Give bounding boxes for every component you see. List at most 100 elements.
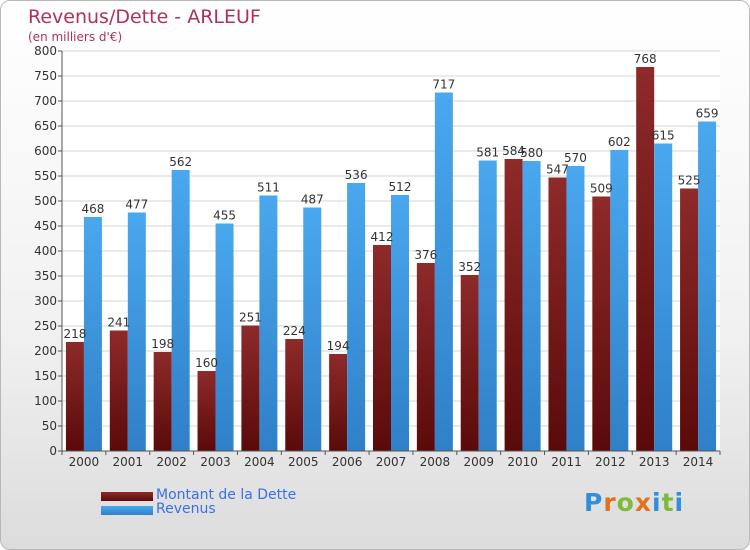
data-label-revenus: 512 bbox=[389, 180, 412, 194]
y-tick-label: 250 bbox=[34, 319, 57, 333]
y-tick-label: 400 bbox=[34, 244, 57, 258]
data-label-dette: 160 bbox=[195, 356, 218, 370]
y-tick-label: 700 bbox=[34, 94, 57, 108]
x-tick-label: 2013 bbox=[639, 455, 670, 469]
data-label-dette: 198 bbox=[151, 337, 174, 351]
bar-dette bbox=[197, 371, 216, 451]
bar-revenus bbox=[478, 160, 497, 451]
data-label-dette: 547 bbox=[546, 163, 569, 177]
bar-dette bbox=[548, 177, 567, 451]
bar-dette bbox=[460, 275, 479, 451]
bar-dette bbox=[373, 245, 391, 451]
x-tick-label: 2014 bbox=[683, 455, 714, 469]
bar-revenus bbox=[610, 150, 629, 451]
y-tick-label: 350 bbox=[34, 269, 57, 283]
data-label-dette: 768 bbox=[634, 52, 657, 66]
data-label-dette: 241 bbox=[107, 316, 130, 330]
x-tick-label: 2008 bbox=[420, 455, 451, 469]
x-tick-label: 2009 bbox=[463, 455, 494, 469]
bar-revenus bbox=[566, 166, 585, 451]
data-label-dette: 412 bbox=[371, 230, 394, 244]
data-label-dette: 218 bbox=[63, 327, 86, 341]
x-tick-label: 2010 bbox=[507, 455, 538, 469]
data-label-revenus: 602 bbox=[608, 135, 631, 149]
data-label-revenus: 570 bbox=[564, 151, 587, 165]
y-tick-label: 600 bbox=[34, 144, 57, 158]
bar-dette bbox=[636, 67, 655, 451]
bar-revenus bbox=[83, 217, 102, 451]
y-tick-label: 800 bbox=[34, 44, 57, 58]
bar-dette bbox=[329, 354, 348, 451]
x-tick-label: 2011 bbox=[551, 455, 582, 469]
x-tick-label: 2002 bbox=[156, 455, 187, 469]
bar-dette bbox=[285, 339, 304, 451]
bar-revenus bbox=[522, 161, 541, 451]
data-label-revenus: 536 bbox=[345, 168, 368, 182]
data-label-revenus: 477 bbox=[125, 198, 148, 212]
bar-revenus bbox=[654, 143, 673, 451]
bar-revenus bbox=[259, 195, 278, 451]
x-tick-label: 2000 bbox=[69, 455, 100, 469]
bar-dette bbox=[680, 188, 699, 451]
bar-dette bbox=[153, 352, 172, 451]
bar-dette bbox=[416, 263, 435, 451]
chart-subtitle: (en milliers d'€) bbox=[28, 30, 123, 44]
chart-title: Revenus/Dette - ARLEUF bbox=[28, 6, 261, 28]
data-label-dette: 224 bbox=[283, 324, 306, 338]
data-label-revenus: 468 bbox=[81, 202, 104, 216]
x-tick-label: 2012 bbox=[595, 455, 626, 469]
x-tick-label: 2001 bbox=[113, 455, 144, 469]
data-label-dette: 376 bbox=[414, 248, 437, 262]
bar-revenus bbox=[698, 121, 717, 451]
bar-dette bbox=[65, 342, 84, 451]
y-tick-label: 750 bbox=[34, 69, 57, 83]
data-label-revenus: 581 bbox=[476, 146, 499, 160]
data-label-revenus: 487 bbox=[301, 193, 324, 207]
y-tick-label: 450 bbox=[34, 219, 57, 233]
legend-swatch-dette bbox=[101, 492, 153, 501]
data-label-revenus: 455 bbox=[213, 209, 236, 223]
x-tick-label: 2003 bbox=[200, 455, 231, 469]
data-label-revenus: 615 bbox=[652, 129, 675, 143]
y-tick-label: 550 bbox=[34, 169, 57, 183]
x-tick-label: 2006 bbox=[332, 455, 363, 469]
bar-revenus bbox=[171, 170, 190, 451]
bar-revenus bbox=[127, 212, 146, 451]
bar-dette bbox=[592, 196, 611, 451]
data-label-dette: 509 bbox=[590, 182, 613, 196]
y-tick-label: 200 bbox=[34, 344, 57, 358]
bar-revenus bbox=[391, 195, 409, 451]
legend-label-dette: Montant de la Dette bbox=[156, 487, 297, 503]
bar-dette bbox=[504, 159, 523, 451]
y-tick-label: 500 bbox=[34, 194, 57, 208]
data-label-dette: 194 bbox=[327, 339, 350, 353]
y-tick-label: 0 bbox=[49, 444, 57, 458]
data-label-revenus: 717 bbox=[432, 78, 455, 92]
bar-revenus bbox=[303, 207, 322, 451]
legend-label-revenus: Revenus bbox=[156, 501, 216, 517]
y-tick-label: 300 bbox=[34, 294, 57, 308]
y-tick-label: 650 bbox=[34, 119, 57, 133]
bar-revenus bbox=[347, 183, 366, 451]
data-label-revenus: 511 bbox=[257, 181, 280, 195]
data-label-revenus: 580 bbox=[520, 146, 543, 160]
data-label-dette: 584 bbox=[502, 144, 525, 158]
y-tick-label: 100 bbox=[34, 394, 57, 408]
bar-revenus bbox=[215, 223, 234, 451]
data-label-revenus: 562 bbox=[169, 155, 192, 169]
legend-swatch-revenus bbox=[101, 506, 153, 515]
bar-dette bbox=[109, 330, 128, 451]
y-tick-label: 50 bbox=[42, 419, 57, 433]
data-label-revenus: 659 bbox=[696, 107, 719, 121]
data-label-dette: 251 bbox=[239, 311, 262, 325]
y-tick-label: 150 bbox=[34, 369, 57, 383]
x-tick-label: 2005 bbox=[288, 455, 319, 469]
x-tick-label: 2004 bbox=[244, 455, 275, 469]
data-label-dette: 525 bbox=[678, 174, 701, 188]
data-label-dette: 352 bbox=[458, 260, 481, 274]
bar-dette bbox=[241, 325, 260, 451]
bar-revenus bbox=[434, 92, 453, 451]
proxiti-logo: Proxiti bbox=[584, 488, 685, 517]
